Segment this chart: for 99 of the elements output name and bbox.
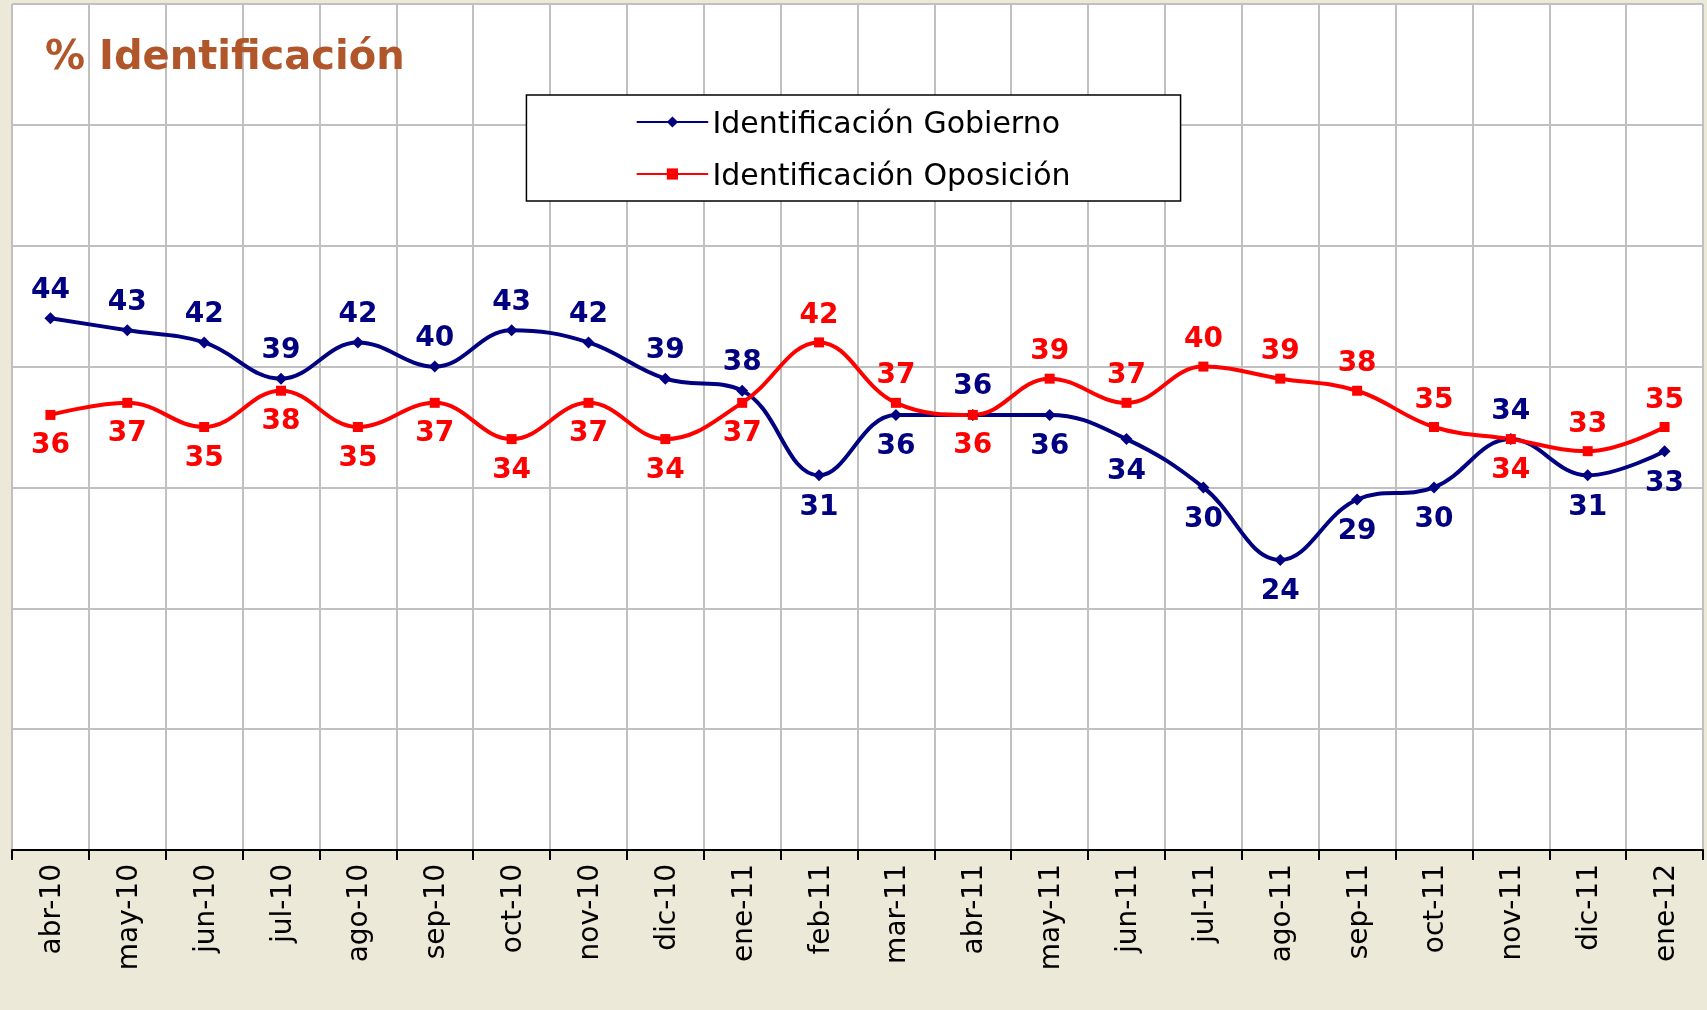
- x-tick-label: ene-11: [725, 864, 759, 962]
- data-label: 36: [1030, 428, 1070, 462]
- point: [1658, 445, 1671, 458]
- point: [1044, 373, 1055, 384]
- data-label: 42: [184, 295, 224, 329]
- x-tick-label: dic-11: [1571, 864, 1605, 951]
- point: [813, 469, 826, 482]
- data-label: 37: [722, 415, 762, 449]
- x-tick-label: dic-10: [648, 864, 682, 951]
- x-tick-label: jul-10: [264, 864, 298, 945]
- x-tick-label: abr-10: [33, 864, 67, 955]
- x-tick-label: mar-11: [879, 864, 913, 964]
- data-label: 44: [30, 271, 70, 305]
- data-label: 34: [1491, 451, 1531, 485]
- legend-label: Identificación Gobierno: [712, 104, 1061, 140]
- x-tick-label: jul-11: [1186, 864, 1220, 945]
- data-label: 34: [1107, 452, 1147, 486]
- data-label: 31: [799, 488, 839, 522]
- data-label: 40: [1183, 321, 1223, 355]
- data-label: 33: [1645, 464, 1685, 498]
- x-tick-label: may-11: [1033, 864, 1067, 971]
- data-label: 30: [1183, 500, 1223, 534]
- data-label: 42: [338, 295, 378, 329]
- x-tick-label: jun-10: [187, 864, 221, 955]
- data-label: 43: [107, 283, 147, 317]
- point: [1352, 385, 1363, 396]
- point: [814, 337, 825, 348]
- data-label: 35: [338, 439, 378, 473]
- x-tick-label: nov-10: [571, 864, 605, 961]
- point: [1582, 446, 1593, 457]
- data-label: 38: [722, 344, 762, 378]
- point: [45, 409, 56, 420]
- data-label: 35: [1414, 381, 1454, 415]
- data-label: 38: [261, 403, 301, 437]
- x-tick-label: jun-11: [1110, 864, 1144, 955]
- point: [122, 397, 133, 408]
- point: [1275, 373, 1286, 384]
- x-tick-label: ene-12: [1648, 864, 1682, 962]
- data-label: 30: [1414, 500, 1454, 534]
- x-tick-label: sep-11: [1340, 864, 1374, 960]
- data-label: 35: [1645, 381, 1685, 415]
- text: % Identificación: [45, 32, 405, 78]
- data-label: 29: [1337, 513, 1377, 547]
- point: [352, 422, 363, 432]
- data-label: 36: [953, 368, 993, 402]
- data-label: 34: [645, 451, 685, 485]
- point: [582, 336, 595, 349]
- point: [1659, 422, 1670, 432]
- point: [199, 422, 210, 432]
- data-label: 34: [1491, 392, 1531, 426]
- data-label: 37: [568, 415, 608, 449]
- x-tick-label: oct-10: [495, 864, 529, 954]
- data-label: 37: [415, 415, 455, 449]
- point: [1120, 433, 1133, 446]
- data-label: 37: [1107, 357, 1147, 391]
- x-tick-label: sep-10: [418, 864, 452, 960]
- data-label: 39: [261, 332, 301, 366]
- data-label: 36: [30, 427, 70, 461]
- data-label: 37: [876, 357, 916, 391]
- point: [1351, 493, 1364, 506]
- data-label: 39: [1260, 333, 1300, 367]
- data-label: 38: [1337, 345, 1377, 379]
- point: [583, 397, 594, 408]
- point: [1198, 361, 1209, 372]
- point: [660, 434, 671, 445]
- data-label: 31: [1568, 488, 1608, 522]
- point: [1121, 397, 1132, 408]
- point: [737, 397, 748, 408]
- point: [1428, 422, 1439, 432]
- x-tick-label: abr-11: [956, 864, 990, 955]
- point: [890, 397, 901, 408]
- data-label: 36: [876, 428, 916, 462]
- point: [736, 384, 749, 397]
- data-label: 34: [492, 451, 532, 485]
- data-label: 36: [953, 427, 993, 461]
- point: [659, 372, 672, 385]
- point: [506, 434, 517, 445]
- x-tick-label: feb-11: [802, 864, 836, 955]
- data-label: 37: [107, 415, 147, 449]
- data-label: 42: [799, 296, 839, 330]
- data-label: 39: [645, 332, 685, 366]
- data-label: 40: [415, 320, 455, 354]
- x-tick-label: oct-11: [1417, 864, 1451, 954]
- point: [1197, 481, 1210, 494]
- data-label: 43: [492, 283, 532, 317]
- point: [1427, 481, 1440, 494]
- data-label: 39: [1030, 333, 1070, 367]
- point: [198, 336, 211, 349]
- x-tick-label: nov-11: [1494, 864, 1528, 961]
- x-tick-label: ago-11: [1263, 864, 1297, 963]
- data-label: 33: [1568, 405, 1608, 439]
- data-label: 35: [184, 439, 224, 473]
- data-label: 24: [1260, 573, 1300, 607]
- point: [429, 397, 440, 408]
- x-tick-label: ago-10: [341, 864, 375, 963]
- point: [276, 385, 287, 396]
- data-label: 42: [568, 295, 608, 329]
- legend-label: Identificación Oposición: [712, 156, 1071, 192]
- x-tick-label: may-10: [110, 864, 144, 971]
